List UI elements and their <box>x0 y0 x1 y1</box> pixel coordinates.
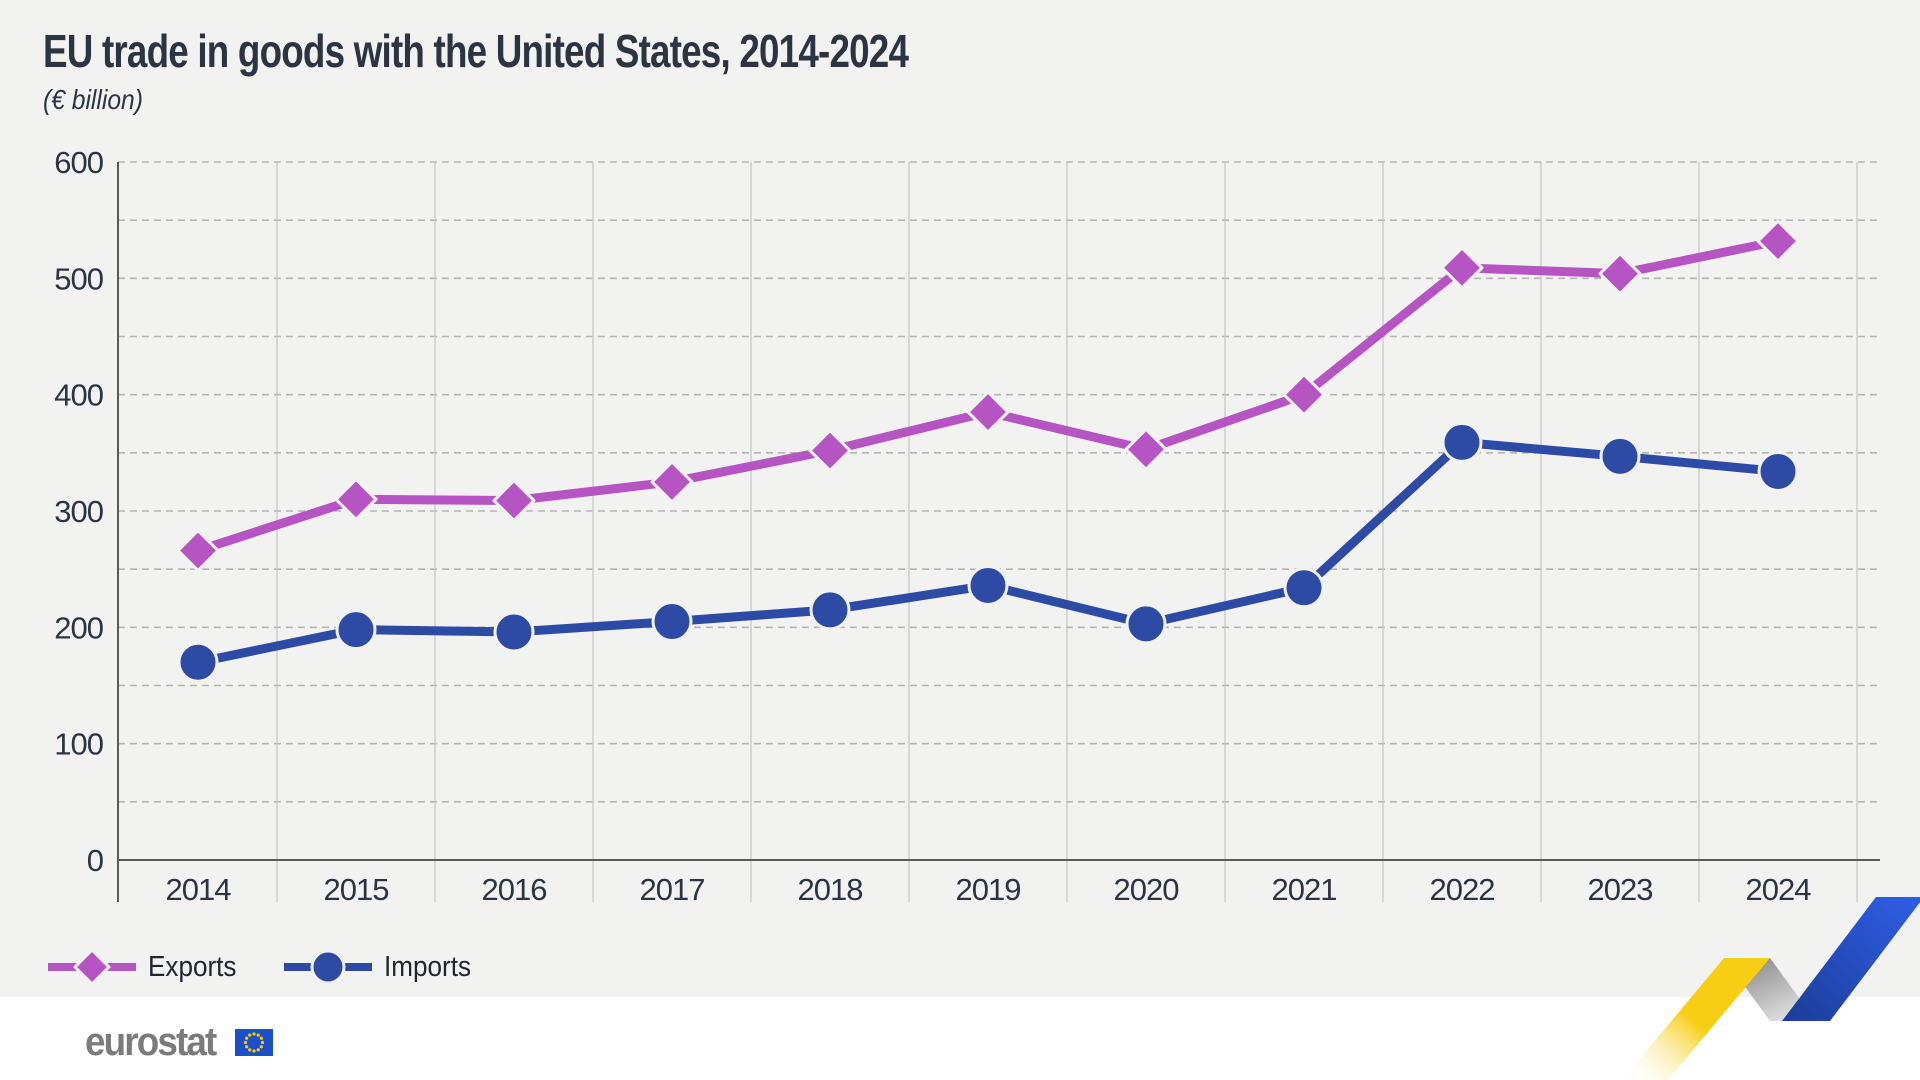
y-axis-tick-label: 200 <box>54 610 103 645</box>
eu-flag-star <box>252 1031 256 1036</box>
x-axis-year-label: 2016 <box>482 872 547 907</box>
legend-label: Imports <box>384 950 472 983</box>
y-axis-tick-label: 100 <box>54 727 103 762</box>
x-axis-year-label: 2019 <box>956 872 1021 907</box>
y-axis-tick-label: 0 <box>87 843 104 878</box>
exports-data-point <box>1756 219 1800 263</box>
exports-data-point <box>334 477 378 521</box>
imports-data-point <box>1283 567 1325 609</box>
imports-data-point <box>1441 421 1483 463</box>
legend-label: Exports <box>148 950 237 983</box>
legend-item-exports: Exports <box>46 946 246 988</box>
imports-data-point <box>1757 450 1799 492</box>
eu-flag-star <box>260 1040 264 1044</box>
eu-flag-star <box>259 1036 263 1040</box>
imports-data-point <box>651 601 693 643</box>
eurostat-logo-text: eurostat <box>85 1020 217 1064</box>
ribbon-yellow-band <box>1622 958 1770 1080</box>
imports-data-point <box>493 611 535 653</box>
exports-data-point <box>1282 373 1326 417</box>
eu-flag-star <box>256 1033 260 1037</box>
x-axis-year-label: 2021 <box>1272 872 1337 907</box>
exports-data-point <box>650 460 694 504</box>
imports-data-point <box>1125 603 1167 645</box>
page-subtitle: (€ billion) <box>43 84 143 115</box>
exports-data-point <box>176 529 220 573</box>
eu-flag-star <box>247 1033 252 1037</box>
x-axis-year-label: 2023 <box>1588 872 1653 907</box>
eu-flag-star <box>244 1044 249 1048</box>
eu-flag-star <box>244 1036 249 1040</box>
eu-flag-star <box>247 1047 252 1051</box>
imports-data-point <box>967 564 1009 606</box>
eu-flag-stars <box>243 1031 264 1053</box>
eu-flag-star <box>256 1047 260 1051</box>
y-axis-tick-label: 500 <box>54 261 103 296</box>
eu-flag-star <box>252 1048 256 1053</box>
ribbon-blue-band <box>1782 897 1920 1021</box>
exports-marker-icon <box>48 948 136 986</box>
exports-data-point <box>492 479 536 523</box>
chart-legend: Exports Imports <box>46 946 481 988</box>
page-title: EU trade in goods with the United States… <box>43 25 909 77</box>
exports-data-point <box>966 390 1010 434</box>
imports-data-point <box>177 641 219 683</box>
x-axis-year-label: 2018 <box>798 872 863 907</box>
imports-marker-icon <box>284 949 373 985</box>
y-axis-tick-label: 400 <box>54 378 103 413</box>
y-axis-tick-label: 600 <box>54 145 103 180</box>
eurostat-logo: eurostat <box>85 1022 273 1062</box>
imports-data-point <box>335 609 377 651</box>
eu-flag-star <box>243 1040 247 1044</box>
exports-data-point <box>1598 252 1642 296</box>
exports-data-point <box>1124 427 1168 471</box>
y-axis-tick-label: 300 <box>54 494 103 529</box>
x-axis-year-label: 2020 <box>1114 872 1180 907</box>
chart-background <box>0 0 1920 997</box>
imports-data-point <box>1599 435 1641 477</box>
exports-data-point <box>808 429 852 473</box>
x-axis-year-label: 2017 <box>640 872 705 907</box>
eu-flag-star <box>259 1044 263 1048</box>
x-axis-year-label: 2024 <box>1746 872 1812 907</box>
imports-data-point <box>809 589 851 631</box>
x-axis-year-label: 2014 <box>166 872 232 907</box>
x-axis-year-label: 2015 <box>324 872 389 907</box>
eu-flag-icon <box>234 1028 273 1056</box>
exports-data-point <box>1440 246 1484 290</box>
x-axis-year-label: 2022 <box>1430 872 1495 907</box>
legend-item-imports: Imports <box>282 946 481 988</box>
